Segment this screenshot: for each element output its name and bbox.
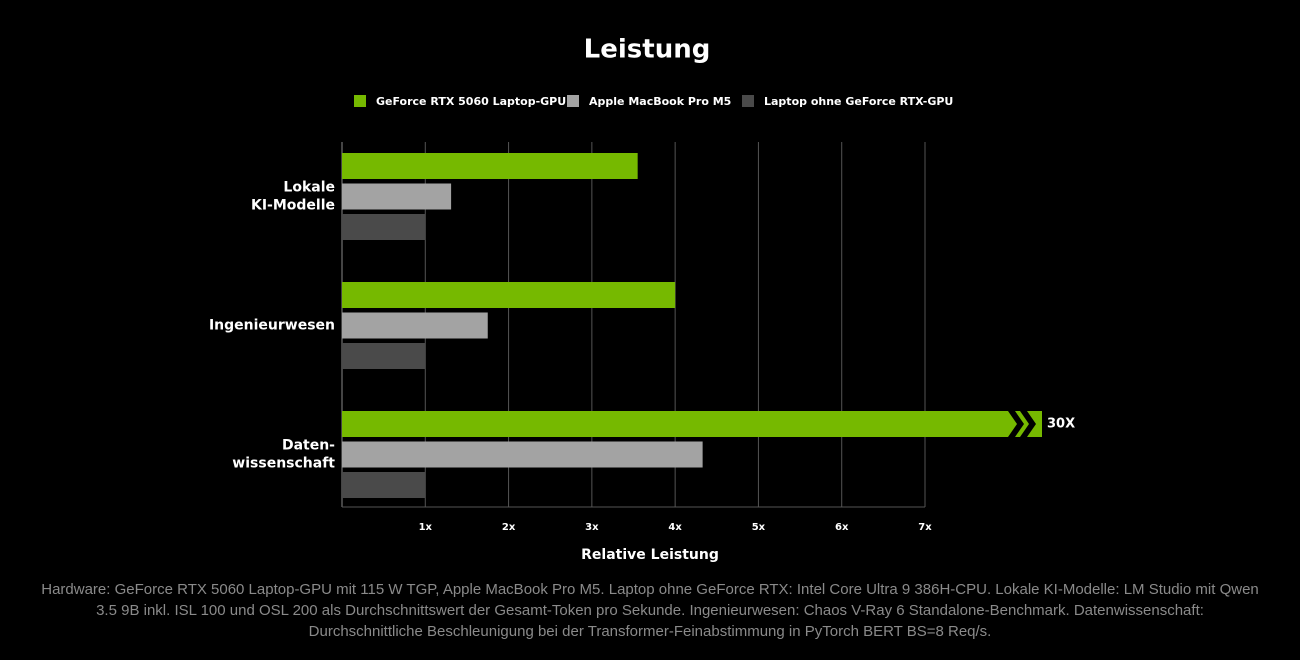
x-tick-label: 5x	[752, 522, 766, 533]
legend-swatch	[742, 95, 754, 107]
bar	[342, 441, 703, 468]
bar	[342, 153, 638, 179]
legend-swatch	[354, 95, 366, 107]
x-tick-label: 3x	[585, 522, 599, 533]
legend-label: Laptop ohne GeForce RTX-GPU	[764, 95, 953, 108]
bar	[342, 343, 426, 369]
x-tick-label: 2x	[502, 522, 516, 533]
break-chevron	[1020, 411, 1036, 437]
y-tick-label: Ingenieurwesen	[209, 318, 335, 334]
bar	[342, 411, 1042, 437]
y-tick-label: Daten-wissenschaft	[232, 438, 335, 472]
legend-label: GeForce RTX 5060 Laptop-GPU	[376, 95, 566, 108]
x-tick-label: 1x	[419, 522, 433, 533]
bar	[342, 183, 452, 210]
bar	[342, 214, 426, 240]
footnote: Hardware: GeForce RTX 5060 Laptop-GPU mi…	[41, 581, 1259, 640]
chart: Leistung Relative Leistung 1x 2x 3x 4x 5x 6x 7…	[209, 35, 1075, 564]
data-label: 30X	[1047, 417, 1075, 432]
chart-title: Leistung	[584, 35, 711, 65]
x-tick-label: 7x	[918, 522, 932, 533]
bar	[342, 282, 676, 308]
bar	[342, 472, 426, 498]
x-tick-label: 4x	[668, 522, 682, 533]
x-axis-label: Relative Leistung	[581, 547, 719, 563]
x-tick-label: 6x	[835, 522, 849, 533]
legend-label: Apple MacBook Pro M5	[589, 95, 731, 108]
y-tick-label: Lokale KI-Modelle	[251, 180, 335, 214]
break-chevron	[1008, 411, 1024, 437]
legend-swatch	[567, 95, 579, 107]
bar	[342, 312, 488, 339]
